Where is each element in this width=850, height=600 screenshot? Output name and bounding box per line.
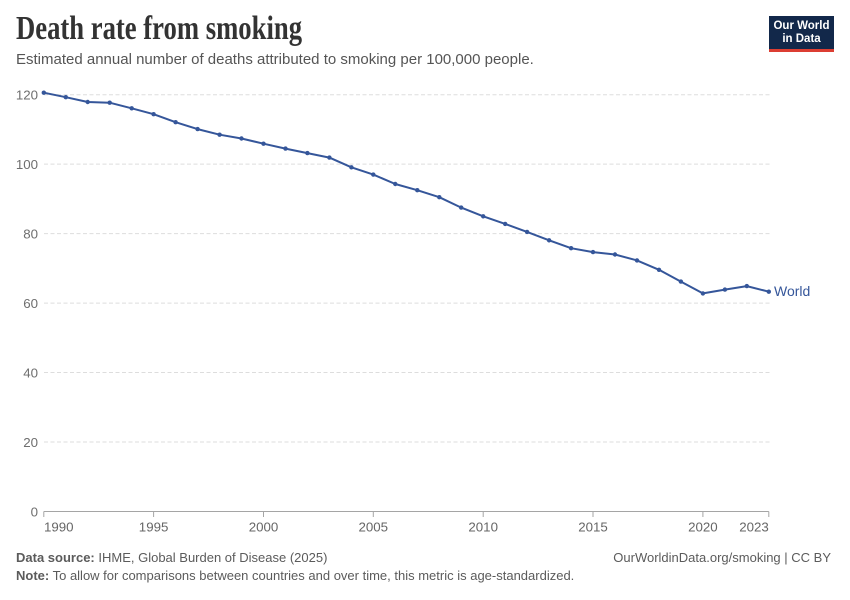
svg-text:2010: 2010 [468, 520, 498, 535]
svg-text:20: 20 [23, 435, 38, 450]
svg-text:World: World [774, 283, 810, 299]
svg-text:2023: 2023 [739, 520, 769, 535]
svg-text:2020: 2020 [688, 520, 718, 535]
svg-text:1990: 1990 [44, 520, 74, 535]
svg-text:40: 40 [23, 366, 38, 381]
svg-text:2015: 2015 [578, 520, 608, 535]
svg-text:0: 0 [31, 504, 38, 519]
svg-text:2005: 2005 [359, 520, 389, 535]
svg-text:60: 60 [23, 296, 38, 311]
svg-text:2000: 2000 [249, 520, 279, 535]
svg-text:80: 80 [23, 227, 38, 242]
svg-text:1995: 1995 [139, 520, 169, 535]
svg-text:120: 120 [16, 88, 38, 103]
svg-text:100: 100 [16, 157, 38, 172]
